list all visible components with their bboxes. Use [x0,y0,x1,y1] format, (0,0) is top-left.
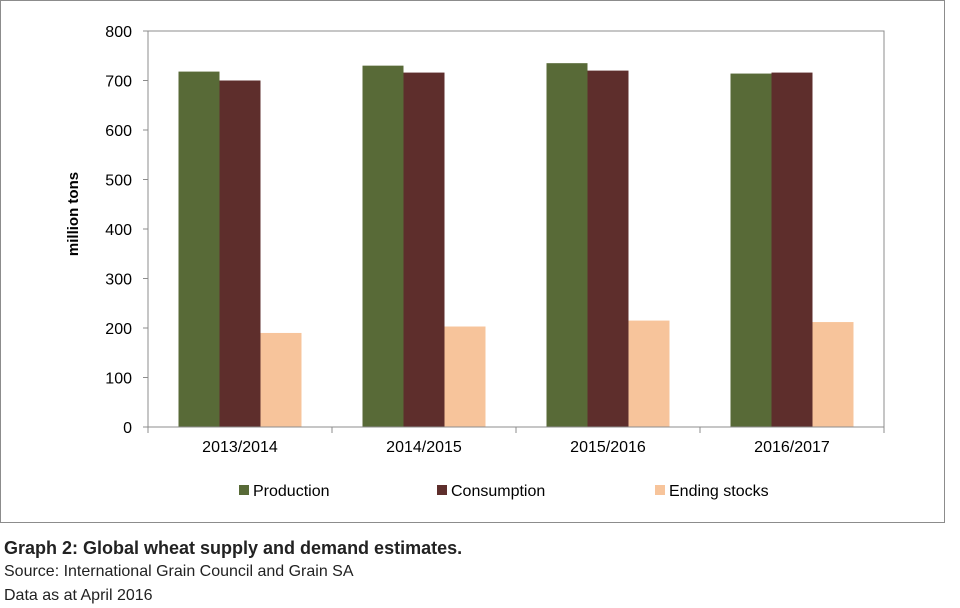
bar-consumption [771,72,813,427]
legend-swatch [239,485,249,495]
figure-caption-source: Source: International Grain Council and … [4,563,354,580]
legend-label: Consumption [451,483,545,500]
x-tick-label: 2015/2016 [570,439,646,456]
legend-swatch [437,485,447,495]
y-tick-label: 500 [105,173,132,190]
y-axis: 0 100 200 300 400 500 600 700 800 [105,24,148,437]
x-tick-label: 2016/2017 [754,439,830,456]
legend-swatch [655,485,665,495]
legend: Production Consumption Ending stocks [239,483,769,500]
bar-ending-stocks [260,332,302,427]
legend-label: Production [253,483,330,500]
y-tick-label: 0 [123,420,132,437]
bar-production [546,63,588,428]
bars [148,63,884,428]
figure-caption-title: Graph 2: Global wheat supply and demand … [4,538,463,558]
bar-consumption [587,70,629,427]
chart-frame: 0 100 200 300 400 500 600 700 800 2013/2014 2014/… [0,0,945,523]
y-tick-label: 800 [105,24,132,41]
x-axis: 2013/2014 2014/2015 2015/2016 2016/2017 [147,427,885,456]
bar-production [362,65,404,428]
legend-label: Ending stocks [669,483,769,500]
bar-ending-stocks [444,326,486,427]
bar-ending-stocks [628,320,670,427]
y-tick-label: 200 [105,321,132,338]
y-tick-label: 300 [105,272,132,289]
x-tick-label: 2013/2014 [202,439,278,456]
y-tick-label: 600 [105,123,132,140]
figure-caption-date: Data as at April 2016 [4,587,153,604]
bar-consumption [219,80,261,427]
bar-ending-stocks [812,322,854,427]
y-tick-label: 400 [105,222,132,239]
bar-production [730,73,772,427]
bar-consumption [403,72,445,427]
y-tick-label: 100 [105,371,132,388]
x-tick-label: 2014/2015 [386,439,462,456]
bar-chart: 0 100 200 300 400 500 600 700 800 2013/2014 2014/… [65,24,885,500]
bar-production [178,71,220,427]
y-tick-label: 700 [105,74,132,91]
y-axis-title: million tons [65,172,82,256]
